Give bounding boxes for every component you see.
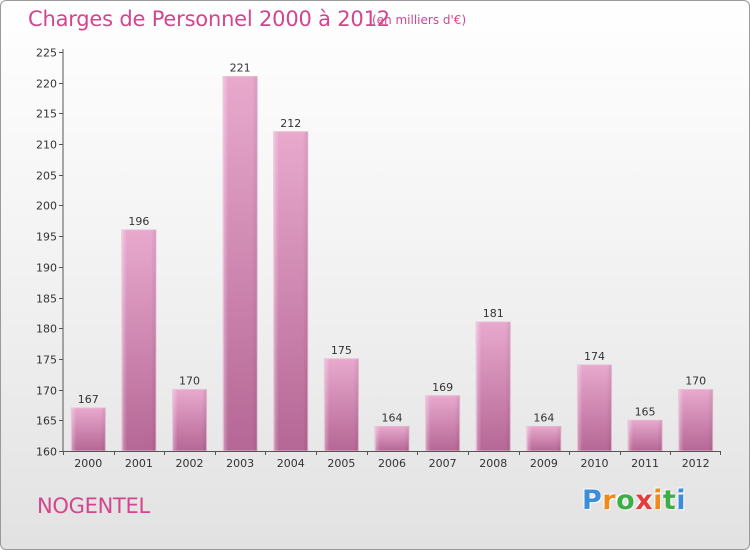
bar-shade — [425, 395, 460, 451]
y-tick: 175 — [36, 354, 63, 367]
y-tick-label: 195 — [36, 231, 57, 244]
y-tick-label: 165 — [36, 415, 57, 428]
bar-value-label: 174 — [584, 350, 605, 363]
bars: 167 196 170 221 212 175 164 169 181 164 174 165 170 — [70, 62, 714, 452]
x-tick-label: 2004 — [277, 457, 305, 470]
bar-value-label: 181 — [483, 307, 504, 320]
bar-value-label: 169 — [432, 381, 453, 394]
y-tick-label: 180 — [36, 323, 57, 336]
y-tick: 225 — [36, 47, 63, 60]
logo-letter: i — [653, 485, 663, 516]
town-name: NOGENTEL — [37, 494, 150, 518]
x-tick-label: 2000 — [74, 457, 102, 470]
bar-shade — [628, 420, 663, 451]
bar-value-label: 212 — [280, 117, 301, 130]
bar-shade — [172, 389, 207, 451]
bar-value-label: 170 — [179, 375, 200, 388]
y-tick-label: 205 — [36, 170, 57, 183]
proxiti-logo: Proxiti — [582, 485, 686, 516]
y-axis: 160 165 170 175 180 185 190 195 200 205 210 215 220 2… — [36, 47, 64, 459]
y-tick: 190 — [36, 262, 63, 275]
logo-letter: t — [662, 485, 677, 516]
y-tick-label: 175 — [36, 354, 57, 367]
x-tick-label: 2005 — [327, 457, 355, 470]
x-tick-label: 2002 — [176, 457, 204, 470]
x-tick-label: 2007 — [429, 457, 457, 470]
y-tick: 160 — [36, 446, 63, 459]
x-tick-label: 2012 — [682, 457, 710, 470]
x-axis: 2000 2001 2002 2003 2004 2005 2006 2007 2008 2009… — [63, 451, 721, 470]
x-tick-label: 2003 — [226, 457, 254, 470]
x-tick-label: 2006 — [378, 457, 406, 470]
y-tick-label: 210 — [36, 139, 57, 152]
y-tick-label: 185 — [36, 293, 57, 306]
bar-shade — [375, 426, 409, 451]
y-tick: 205 — [36, 170, 63, 183]
x-tick-label: 2011 — [631, 457, 659, 470]
y-tick-label: 170 — [36, 385, 57, 398]
bar-shade — [678, 389, 713, 451]
x-tick-label: 2008 — [479, 457, 507, 470]
bar-value-label: 164 — [533, 411, 554, 424]
bar-value-label: 167 — [78, 393, 99, 406]
bar-shade — [223, 76, 258, 452]
chart-unit: (en milliers d'€) — [372, 13, 467, 27]
y-tick-label: 215 — [36, 108, 57, 121]
y-tick: 170 — [36, 385, 63, 398]
y-tick: 200 — [36, 200, 63, 213]
y-tick: 195 — [36, 231, 63, 244]
bar-shade — [121, 230, 156, 451]
bar-shade — [324, 358, 359, 451]
y-tick: 220 — [36, 78, 63, 91]
y-tick-label: 220 — [36, 78, 57, 91]
y-tick: 180 — [36, 323, 63, 336]
logo-letter: P — [582, 485, 603, 516]
bar-value-label: 164 — [382, 411, 403, 424]
bar-shade — [577, 365, 612, 451]
bar-value-label: 165 — [635, 405, 656, 418]
bar-shade — [273, 131, 308, 452]
bar-value-label: 175 — [331, 344, 352, 357]
y-tick: 210 — [36, 139, 63, 152]
x-tick-label: 2010 — [580, 457, 608, 470]
bar-shade — [71, 408, 106, 451]
chart-title: Charges de Personnel 2000 à 2012 — [28, 7, 390, 31]
logo-letter: x — [635, 485, 654, 516]
y-tick: 165 — [36, 415, 63, 428]
y-tick: 185 — [36, 293, 63, 306]
x-tick-label: 2001 — [125, 457, 153, 470]
y-tick-label: 225 — [36, 47, 57, 60]
bar-value-label: 170 — [685, 375, 706, 388]
y-tick-label: 190 — [36, 262, 57, 275]
logo-letter: r — [602, 485, 617, 516]
bar-shade — [526, 426, 561, 451]
y-tick: 215 — [36, 108, 63, 121]
logo-letter: o — [616, 485, 636, 516]
x-tick-label: 2009 — [530, 457, 558, 470]
bar-shade — [476, 322, 511, 451]
bar-value-label: 221 — [230, 62, 251, 75]
y-tick-label: 160 — [36, 446, 57, 459]
y-tick-label: 200 — [36, 200, 57, 213]
bar-value-label: 196 — [128, 215, 149, 228]
logo-letter: i — [676, 485, 687, 516]
